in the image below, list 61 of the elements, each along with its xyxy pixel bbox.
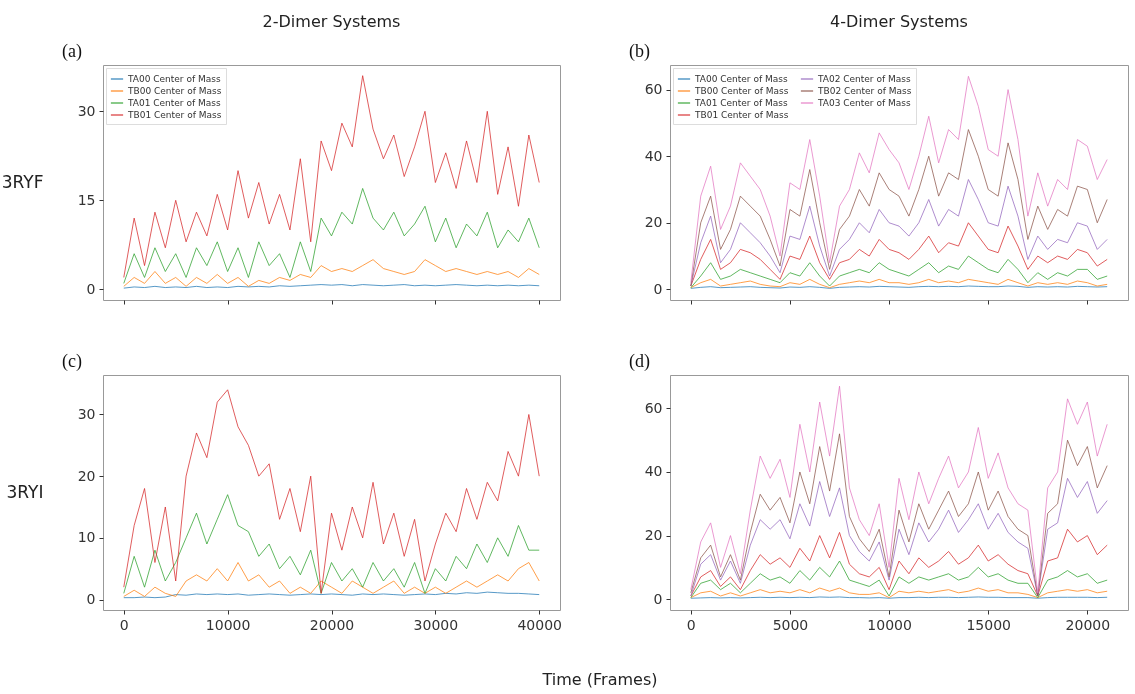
chart-title: (c) (62, 351, 82, 372)
x-tick-label: 10000 (205, 616, 251, 633)
chart-title: 4-Dimer Systems (830, 12, 968, 31)
line-series (690, 528, 1108, 597)
y-tick-label: 0 (653, 590, 663, 607)
x-tick-label: 0 (686, 616, 696, 633)
line-series (690, 385, 1108, 594)
y-axis-title: 3RYF (1, 171, 44, 192)
y-axis-title: 3RYI (6, 481, 44, 502)
chart-title: 2-Dimer Systems (262, 12, 401, 31)
line-series (123, 389, 540, 594)
y-tick-label: 10 (77, 529, 96, 546)
y-tick-label: 30 (77, 405, 96, 422)
legend-label: TB00 Center of Mass (127, 86, 222, 96)
line-series (123, 75, 540, 278)
y-tick-label: 40 (644, 463, 663, 480)
y-tick-label: 0 (653, 280, 663, 297)
legend-label: TA01 Center of Mass (127, 98, 221, 108)
chart-subtitle: (b) (629, 41, 650, 62)
y-tick-label: 15 (77, 191, 96, 208)
line-series (690, 255, 1108, 289)
x-tick-label: 5000 (772, 616, 809, 633)
y-tick-label: 40 (644, 147, 663, 164)
legend-label: TA01 Center of Mass (694, 98, 788, 108)
y-tick-label: 30 (77, 102, 96, 119)
line-series (690, 587, 1108, 599)
chart-title: (d) (629, 351, 650, 372)
legend-label: TB01 Center of Mass (127, 110, 222, 120)
x-axis-title: Time (Frames) (542, 670, 658, 689)
legend-label: TA03 Center of Mass (817, 98, 911, 108)
x-tick-label: 20000 (1065, 616, 1111, 633)
x-tick-label: 0 (119, 616, 129, 633)
line-series (123, 187, 540, 284)
line-series (123, 562, 540, 597)
line-series (690, 433, 1108, 597)
line-series (690, 129, 1108, 287)
x-tick-label: 30000 (413, 616, 459, 633)
y-tick-label: 20 (644, 214, 663, 231)
chart-subtitle: (a) (62, 41, 82, 62)
line-series (690, 560, 1108, 599)
line-series (690, 477, 1108, 597)
legend-label: TB01 Center of Mass (694, 110, 789, 120)
y-tick-label: 60 (644, 399, 663, 416)
line-series (690, 278, 1108, 289)
line-series (123, 494, 540, 594)
line-series (690, 75, 1108, 284)
y-tick-label: 20 (77, 467, 96, 484)
x-tick-label: 20000 (309, 616, 355, 633)
legend-label: TB02 Center of Mass (817, 86, 912, 96)
line-series (123, 259, 540, 287)
legend-label: TA00 Center of Mass (694, 74, 788, 84)
y-tick-label: 20 (644, 527, 663, 544)
y-tick-label: 0 (86, 280, 96, 297)
x-tick-label: 15000 (966, 616, 1011, 633)
y-tick-label: 60 (644, 81, 663, 98)
x-tick-label: 10000 (867, 616, 912, 633)
y-tick-label: 0 (86, 591, 96, 608)
x-tick-label: 40000 (517, 616, 562, 633)
legend-label: TB00 Center of Mass (694, 86, 789, 96)
legend-label: TA00 Center of Mass (127, 74, 221, 84)
legend-label: TA02 Center of Mass (817, 74, 911, 84)
